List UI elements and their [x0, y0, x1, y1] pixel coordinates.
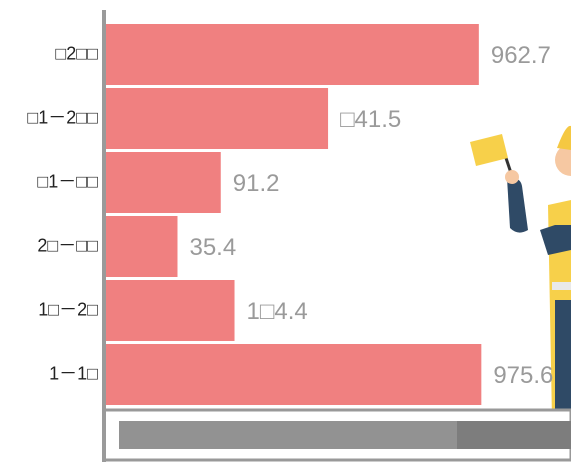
value-label: □41.5 [340, 106, 401, 133]
y-tick-label: □1－2□□ [27, 107, 98, 127]
y-tick-label: □2□□ [55, 43, 98, 63]
value-label: 1□4.4 [247, 298, 308, 325]
value-label: 91.2 [233, 170, 280, 197]
y-tick-label: 1－1□ [49, 363, 98, 383]
y-tick-label: 1□－2□ [38, 299, 98, 319]
bar [106, 88, 329, 149]
value-label: 35.4 [189, 234, 236, 261]
bar [106, 24, 479, 85]
value-label: 975.6 [493, 362, 553, 389]
value-label: 962.7 [491, 42, 551, 69]
bar [106, 216, 178, 277]
worker-illustration [470, 125, 571, 444]
bar [106, 280, 235, 341]
bar [106, 152, 221, 213]
y-tick-label: 2□－□□ [37, 235, 98, 255]
y-tick-label: □1－□□ [37, 171, 98, 191]
bar [106, 344, 482, 405]
scrollbar[interactable] [102, 408, 571, 462]
